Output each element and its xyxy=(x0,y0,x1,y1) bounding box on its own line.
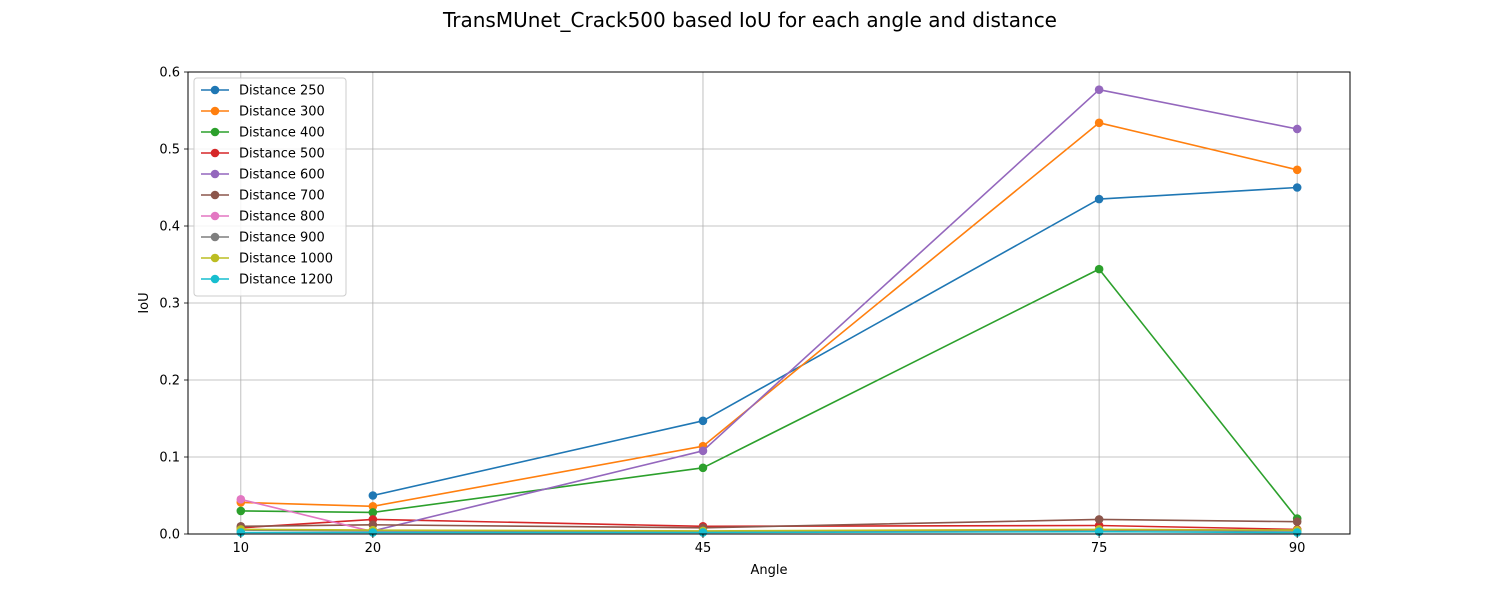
y-axis-label: IoU xyxy=(137,292,152,313)
legend-entry: Distance 600 xyxy=(201,168,325,183)
legend-entry: Distance 1000 xyxy=(201,252,333,267)
legend-label: Distance 900 xyxy=(239,231,325,246)
data-point xyxy=(1094,85,1104,95)
data-point xyxy=(1094,194,1104,204)
series-line xyxy=(240,268,1298,520)
data-point xyxy=(368,528,378,537)
y-tick-label: 0.5 xyxy=(159,143,180,158)
legend-entry: Distance 800 xyxy=(201,210,325,225)
legend-marker xyxy=(210,148,220,158)
data-point xyxy=(368,491,378,500)
data-point xyxy=(698,446,708,456)
y-tick-label: 0.1 xyxy=(159,451,180,466)
data-point xyxy=(1292,183,1302,192)
legend-entry: Distance 700 xyxy=(201,189,325,204)
legend-label: Distance 600 xyxy=(239,168,325,183)
series-distance-300 xyxy=(236,118,1302,511)
legend-entry: Distance 250 xyxy=(201,84,325,99)
x-tick-label: 20 xyxy=(365,541,382,556)
legend-label: Distance 1200 xyxy=(239,273,333,288)
data-point xyxy=(1094,118,1104,128)
legend-marker xyxy=(210,274,220,284)
x-tick-label: 10 xyxy=(233,541,250,556)
x-tick-label: 75 xyxy=(1091,541,1108,556)
series-distance-600 xyxy=(368,85,1302,536)
legend-label: Distance 300 xyxy=(239,105,325,120)
data-point xyxy=(1292,165,1302,175)
legend-entry: Distance 400 xyxy=(201,126,325,141)
legend-label: Distance 800 xyxy=(239,210,325,225)
legend-marker xyxy=(210,211,220,221)
legend-label: Distance 700 xyxy=(239,189,325,204)
data-point xyxy=(1292,517,1302,526)
legend-entry: Distance 500 xyxy=(201,147,325,162)
axes: 10 20 45 75 90 0.0 0.1 0.2 0.3 0.4 0.5 0.6 xyxy=(159,66,1305,557)
x-tick-label: 45 xyxy=(695,541,712,556)
legend-label: Distance 500 xyxy=(239,147,325,162)
legend-marker xyxy=(210,253,220,263)
legend-marker xyxy=(210,232,220,242)
series-line xyxy=(372,88,1298,532)
legend-marker xyxy=(210,106,220,116)
series-line xyxy=(240,122,1298,508)
series-distance-400 xyxy=(236,264,1302,523)
data-point xyxy=(1094,264,1104,274)
data-point xyxy=(1292,528,1302,537)
series-layer xyxy=(236,85,1302,537)
data-point xyxy=(236,528,246,537)
y-tick-label: 0.4 xyxy=(159,220,180,235)
y-tick-label: 0.2 xyxy=(159,374,180,389)
data-point xyxy=(368,501,378,511)
data-point xyxy=(236,506,246,516)
legend-label: Distance 400 xyxy=(239,126,325,141)
chart-title: TransMUnet_Crack500 based IoU for each a… xyxy=(442,8,1057,32)
legend-label: Distance 1000 xyxy=(239,252,333,267)
series-line xyxy=(240,530,1298,534)
legend-label: Distance 250 xyxy=(239,84,325,99)
data-point xyxy=(1292,124,1302,134)
data-point xyxy=(698,463,708,473)
data-point xyxy=(1094,515,1104,524)
legend-marker xyxy=(210,127,220,137)
series-distance-250 xyxy=(368,183,1302,500)
x-tick-label: 90 xyxy=(1289,541,1306,556)
legend-entry: Distance 1200 xyxy=(201,273,333,288)
y-tick-label: 0.6 xyxy=(159,66,180,81)
data-point xyxy=(698,528,708,537)
legend-marker xyxy=(210,169,220,179)
data-point xyxy=(368,508,378,517)
data-point xyxy=(236,495,246,504)
legend-box xyxy=(193,77,347,297)
x-axis-label: Angle xyxy=(751,563,788,578)
series-line xyxy=(240,498,374,533)
series-line xyxy=(372,186,1298,497)
y-tick-label: 0.3 xyxy=(159,297,180,312)
data-point xyxy=(698,416,708,426)
legend-entry: Distance 300 xyxy=(201,105,325,120)
legend-marker xyxy=(210,85,220,95)
y-tick-label: 0.0 xyxy=(159,528,180,543)
legend-marker xyxy=(210,190,220,200)
legend-entry: Distance 900 xyxy=(201,231,325,246)
legend: Distance 250 Distance 300 Distance 400 Dist… xyxy=(193,77,347,297)
